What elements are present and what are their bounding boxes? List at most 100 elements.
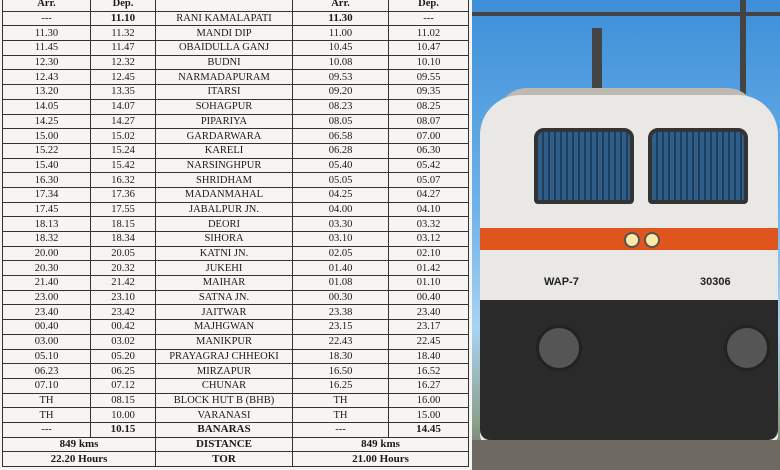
- down-departure-cell: ---: [388, 10, 469, 27]
- down-arrival-cell: 23.15: [292, 319, 389, 335]
- down-arrival-cell: 22.43: [292, 333, 389, 350]
- down-departure-cell: 08.25: [388, 98, 469, 115]
- tor-row: 22.20 Hours TOR 21.00 Hours: [2, 451, 469, 467]
- up-arrival-cell: 13.20: [2, 84, 91, 100]
- up-departure-cell: 17.55: [90, 201, 156, 218]
- down-departure-cell: 23.40: [388, 304, 469, 321]
- down-arrival-cell: ---: [292, 421, 389, 438]
- header-row: Arr. Dep. Arr. Dep.: [2, 0, 469, 12]
- up-departure-cell: 20.05: [90, 245, 156, 262]
- header-station: [155, 0, 293, 12]
- up-arrival-cell: 21.40: [2, 275, 91, 291]
- header-up-arrival: Arr.: [2, 0, 91, 12]
- table-row: 07.10 07.12 CHUNAR 16.25 16.27: [2, 377, 469, 394]
- up-arrival-cell: 06.23: [2, 363, 91, 379]
- down-arrival-cell: 00.30: [292, 289, 389, 306]
- up-arrival-cell: ---: [2, 10, 91, 27]
- station-cell: CHUNAR: [155, 377, 293, 394]
- down-departure-cell: 10.10: [388, 54, 469, 71]
- down-departure-cell: 16.00: [388, 392, 469, 409]
- up-departure-cell: 15.02: [90, 128, 156, 144]
- down-departure-cell: 04.10: [388, 201, 469, 218]
- table-row: --- 11.10 RANI KAMALAPATI 11.30 ---: [2, 10, 469, 27]
- up-arrival-cell: 07.10: [2, 377, 91, 394]
- table-row: 18.13 18.15 DEORI 03.30 03.32: [2, 216, 469, 232]
- distance-row: 849 kms DISTANCE 849 kms: [2, 436, 469, 453]
- down-departure-cell: 15.00: [388, 407, 469, 423]
- tor-label: TOR: [155, 451, 293, 467]
- up-departure-cell: 11.32: [90, 25, 156, 42]
- down-departure-cell: 01.10: [388, 275, 469, 291]
- up-arrival-cell: 15.40: [2, 157, 91, 174]
- table-row: 21.40 21.42 MAIHAR 01.08 01.10: [2, 275, 469, 291]
- locomotive-photo: WAP-7 30306: [472, 0, 780, 470]
- table-row: 18.32 18.34 SIHORA 03.10 03.12: [2, 231, 469, 247]
- table-row: 20.00 20.05 KATNI JN. 02.05 02.10: [2, 245, 469, 262]
- down-departure-cell: 16.27: [388, 377, 469, 394]
- down-arrival-cell: 04.00: [292, 201, 389, 218]
- station-cell: JABALPUR JN.: [155, 201, 293, 218]
- tor-down: 21.00 Hours: [292, 451, 469, 467]
- table-row: 14.25 14.27 PIPARIYA 08.05 08.07: [2, 113, 469, 130]
- distance-label: DISTANCE: [155, 436, 293, 453]
- down-arrival-cell: 01.08: [292, 275, 389, 291]
- mast: [740, 0, 746, 120]
- down-departure-cell: 05.07: [388, 172, 469, 188]
- station-cell: OBAIDULLA GANJ: [155, 40, 293, 56]
- locomotive-underframe: [480, 300, 778, 440]
- up-arrival-cell: 17.45: [2, 201, 91, 218]
- up-arrival-cell: TH: [2, 407, 91, 423]
- down-arrival-cell: 03.30: [292, 216, 389, 232]
- station-cell: MAIHAR: [155, 275, 293, 291]
- station-cell: VARANASI: [155, 407, 293, 423]
- station-cell: KATNI JN.: [155, 245, 293, 262]
- down-departure-cell: 10.47: [388, 40, 469, 56]
- table-row: 12.43 12.45 NARMADAPURAM 09.53 09.55: [2, 69, 469, 86]
- station-cell: MIRZAPUR: [155, 363, 293, 379]
- header-down-departure: Dep.: [388, 0, 469, 12]
- down-departure-cell: 00.40: [388, 289, 469, 306]
- down-arrival-cell: 05.05: [292, 172, 389, 188]
- up-departure-cell: 14.07: [90, 98, 156, 115]
- up-departure-cell: 14.27: [90, 113, 156, 130]
- down-arrival-cell: 08.23: [292, 98, 389, 115]
- station-cell: SIHORA: [155, 231, 293, 247]
- up-departure-cell: 21.42: [90, 275, 156, 291]
- up-departure-cell: 10.15: [90, 421, 156, 438]
- table-row: 23.00 23.10 SATNA JN. 00.30 00.40: [2, 289, 469, 306]
- station-cell: ITARSI: [155, 84, 293, 100]
- down-arrival-cell: 16.50: [292, 363, 389, 379]
- down-arrival-cell: TH: [292, 392, 389, 409]
- up-departure-cell: 00.42: [90, 319, 156, 335]
- table-row: 11.30 11.32 MANDI DIP 11.00 11.02: [2, 25, 469, 42]
- down-departure-cell: 07.00: [388, 128, 469, 144]
- down-arrival-cell: 01.40: [292, 260, 389, 277]
- up-departure-cell: 16.32: [90, 172, 156, 188]
- station-cell: MANDI DIP: [155, 25, 293, 42]
- left-windshield: [534, 128, 634, 204]
- station-cell: JUKEHI: [155, 260, 293, 277]
- up-departure-cell: 07.12: [90, 377, 156, 394]
- down-arrival-cell: 06.58: [292, 128, 389, 144]
- distance-down: 849 kms: [292, 436, 469, 453]
- table-row: TH 08.15 BLOCK HUT B (BHB) TH 16.00: [2, 392, 469, 409]
- up-departure-cell: 17.36: [90, 186, 156, 203]
- station-cell: SOHAGPUR: [155, 98, 293, 115]
- up-arrival-cell: 14.25: [2, 113, 91, 130]
- up-arrival-cell: 20.00: [2, 245, 91, 262]
- table-row: 20.30 20.32 JUKEHI 01.40 01.42: [2, 260, 469, 277]
- station-cell: SHRIDHAM: [155, 172, 293, 188]
- station-cell: KARELI: [155, 142, 293, 159]
- up-arrival-cell: 15.22: [2, 142, 91, 159]
- down-arrival-cell: 11.00: [292, 25, 389, 42]
- up-departure-cell: 23.42: [90, 304, 156, 321]
- overhead-gantry: [472, 12, 780, 16]
- up-departure-cell: 05.20: [90, 348, 156, 365]
- down-arrival-cell: 18.30: [292, 348, 389, 365]
- down-arrival-cell: 06.28: [292, 142, 389, 159]
- headlamp: [624, 232, 640, 248]
- table-row: 06.23 06.25 MIRZAPUR 16.50 16.52: [2, 363, 469, 379]
- down-departure-cell: 16.52: [388, 363, 469, 379]
- up-departure-cell: 12.45: [90, 69, 156, 86]
- table-row: 11.45 11.47 OBAIDULLA GANJ 10.45 10.47: [2, 40, 469, 56]
